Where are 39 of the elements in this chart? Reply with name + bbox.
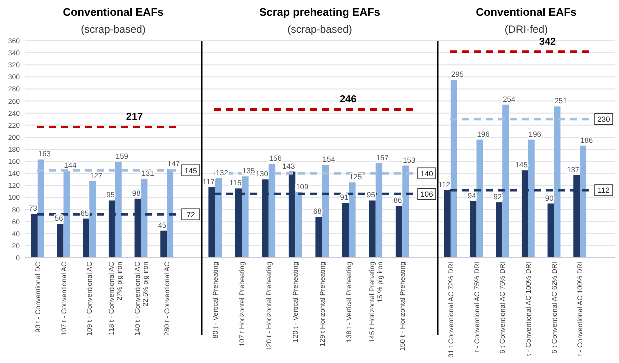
bar	[554, 106, 561, 258]
bar	[268, 164, 276, 258]
bar	[64, 171, 70, 258]
chart-subtitle: (DRI-fed)	[504, 24, 548, 36]
bar	[57, 224, 64, 258]
bar	[322, 165, 330, 258]
chart-subtitle: (scrap-based)	[288, 24, 352, 36]
bar	[160, 230, 168, 258]
bar	[528, 140, 535, 258]
chart-title: Conventional EAFs	[476, 7, 577, 19]
bar	[316, 217, 322, 258]
chart-subtitle: (scrap-based)	[81, 24, 146, 36]
bar	[548, 204, 554, 258]
bar	[396, 206, 403, 258]
ref-line-label: 342	[539, 36, 557, 48]
bar	[90, 181, 96, 258]
bar	[242, 176, 249, 258]
bar	[580, 146, 587, 258]
ref-line-label: 217	[126, 112, 144, 124]
bar	[502, 104, 510, 258]
bar	[115, 162, 122, 258]
bar	[38, 160, 44, 258]
bar	[296, 192, 302, 258]
bar	[450, 80, 458, 258]
bar	[369, 200, 376, 258]
chart-title: Scrap preheating EAFs	[259, 7, 381, 19]
bar	[167, 169, 174, 258]
chart-title: Conventional EAFs	[63, 7, 164, 19]
bar	[402, 166, 410, 258]
bar	[476, 140, 484, 258]
bar	[342, 203, 350, 258]
bar	[470, 201, 477, 258]
ref-line-label: 246	[340, 94, 358, 106]
bar	[215, 178, 222, 258]
bar	[376, 163, 383, 258]
bar	[141, 179, 148, 258]
bar	[496, 202, 503, 258]
bar	[83, 218, 90, 258]
bar	[349, 182, 356, 258]
